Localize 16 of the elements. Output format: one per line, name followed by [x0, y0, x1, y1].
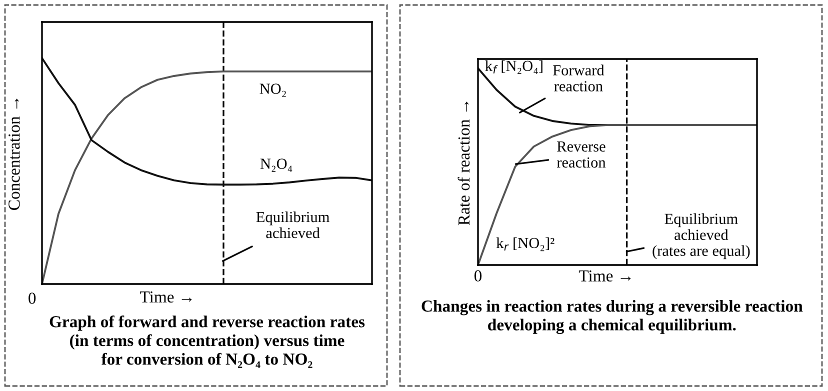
y-axis-title: Concentration → — [8, 98, 20, 210]
series-label: k$_{r}$ [NO₂]² — [496, 237, 554, 252]
x-axis-title: Time → — [578, 270, 631, 282]
series-label: NO₂ — [260, 84, 286, 97]
text: 0 — [28, 292, 36, 304]
annotation: Equilibrium achieved (rates are equal) — [652, 213, 750, 260]
text: Graph of forward and reverse reaction rates (in terms of concentration) versus time for conversion of N₂O₄ to NO₂ — [50, 315, 365, 368]
annotation: Equilibrium achieved — [256, 211, 330, 238]
series-label: k$_{f}$ [N₂O₄] — [485, 60, 542, 74]
y-axis-title: Rate of reaction → — [458, 102, 470, 226]
text: 0 — [474, 270, 482, 282]
annotation: Forward reaction — [553, 64, 604, 92]
text: Changes in reaction rates during a reversible reaction developing a chemical equilibrium. — [422, 300, 803, 334]
annotation: Reverse reaction — [556, 142, 606, 168]
x-axis-title: Time → — [140, 291, 192, 303]
series-label: N₂O₄ — [260, 158, 292, 172]
